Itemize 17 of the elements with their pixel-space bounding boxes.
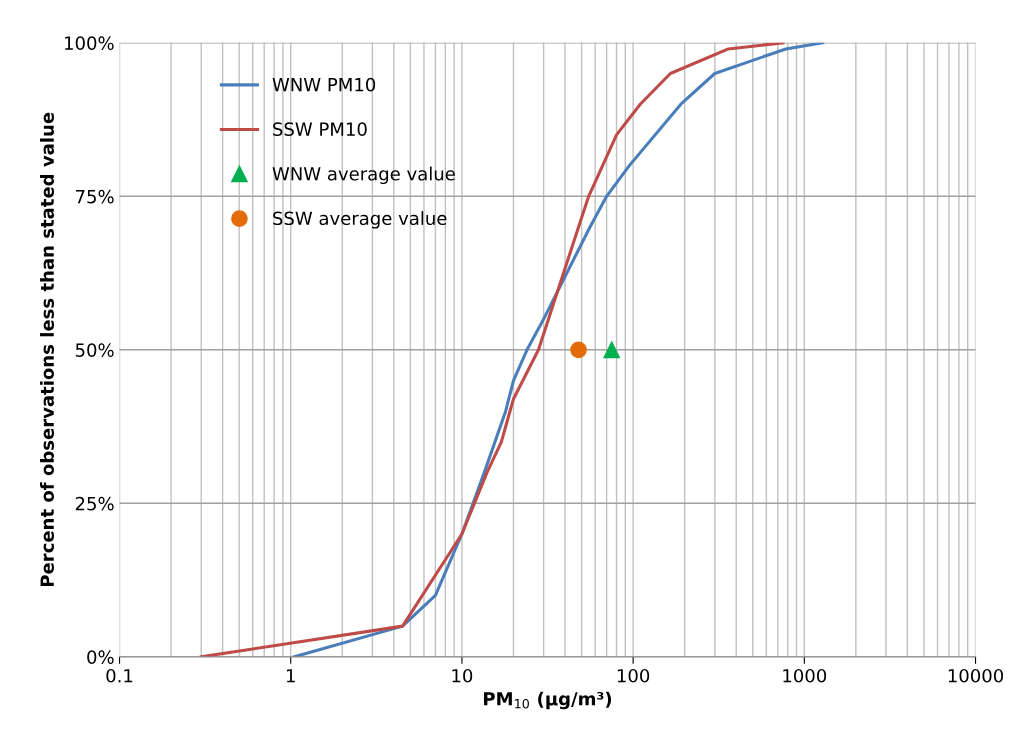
y-axis-title: Percent of observations less than stated value [40,112,54,587]
legend-label: WNW average value [272,166,455,185]
x-axis-title: PM$_{10}$ (µg/m³) [484,691,612,710]
legend-label: WNW PM10 [272,77,376,92]
legend-label: SSW PM10 [273,122,367,137]
legend-label: SSW average value [273,211,447,229]
x-tick-label: 1 [286,669,295,683]
x-tick-label: 100 [617,668,650,683]
x-tick-label: 0.1 [106,668,133,683]
y-tick-label: 100% [65,36,114,50]
x-tick-label: 10 [452,668,473,683]
x-tick-label: 10000 [948,668,1004,683]
y-tick-label: 75% [76,189,114,204]
y-tick-label: 50% [75,343,114,357]
x-tick-label: 1000 [783,668,827,683]
y-tick-label: 25% [75,496,114,511]
y-tick-label: 0% [87,650,114,664]
